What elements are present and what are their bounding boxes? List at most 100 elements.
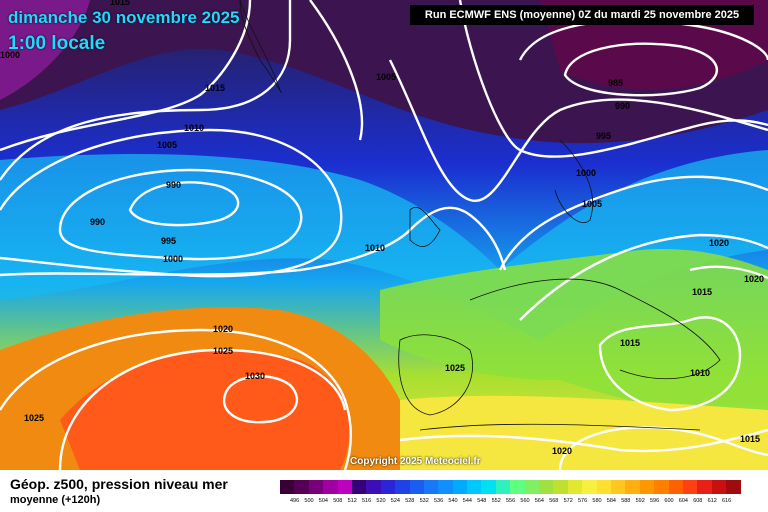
color-scale-label: 572 <box>563 498 573 504</box>
green-band <box>380 249 768 420</box>
color-scale-swatch <box>553 480 568 494</box>
isobar-label: 1010 <box>184 123 204 133</box>
isobar-label: 1020 <box>744 274 764 284</box>
color-scale-label: 600 <box>664 498 674 504</box>
color-scale-swatch <box>596 480 611 494</box>
isobar-line <box>58 348 347 470</box>
isobar-line <box>128 181 240 227</box>
scandinavia-coast <box>554 139 594 223</box>
color-scale-label: 608 <box>693 498 703 504</box>
color-scale-label: 512 <box>347 498 357 504</box>
isobar-line <box>58 168 303 261</box>
isobar-label: 1010 <box>690 368 710 378</box>
color-scale-swatch <box>337 480 352 494</box>
isobar-label: 1015 <box>692 287 712 297</box>
color-scale-label: 552 <box>491 498 501 504</box>
isobar-label: 995 <box>161 236 176 246</box>
isobar-label: 990 <box>615 101 630 111</box>
isobar-line <box>598 316 742 412</box>
isobar-label: 995 <box>596 131 611 141</box>
isobar-line <box>689 265 768 280</box>
color-scale-swatch <box>726 480 741 494</box>
color-scale-label: 508 <box>333 498 343 504</box>
color-scale-swatch <box>625 480 640 494</box>
isobar-label: 990 <box>166 180 181 190</box>
isobar-line <box>0 128 343 278</box>
color-scale-label: 528 <box>405 498 415 504</box>
color-scale-swatch <box>481 480 496 494</box>
parameter-subtitle: moyenne (+120h) <box>10 494 101 506</box>
red-band <box>60 350 350 470</box>
weather-map: 1015 1000 1015 1005 985 990 1010 1005 99… <box>0 0 768 470</box>
deep-low-band <box>0 0 90 100</box>
isobar-label: 1020 <box>709 238 729 248</box>
isobar-label: 1015 <box>110 0 130 7</box>
color-scale-swatch <box>654 480 669 494</box>
isobar-line <box>0 0 252 152</box>
color-scale-label: 596 <box>650 498 660 504</box>
isobar-lines <box>0 0 768 470</box>
color-scale-swatch <box>524 480 540 494</box>
color-scale-label: 548 <box>477 498 487 504</box>
color-scale-label: 532 <box>419 498 429 504</box>
color-scale-swatch <box>682 480 698 494</box>
color-scale-swatch <box>495 480 511 494</box>
color-scale-label: 544 <box>462 498 472 504</box>
isobar-label: 1020 <box>213 324 233 334</box>
color-scale-label: 588 <box>621 498 631 504</box>
isobar-label: 1015 <box>205 83 225 93</box>
isobar-line <box>399 428 768 453</box>
isobar-line <box>519 233 768 321</box>
isobar-line <box>0 0 292 181</box>
isobar-label: 1005 <box>157 140 177 150</box>
color-scale-label: 504 <box>318 498 328 504</box>
color-scale-label: 520 <box>376 498 386 504</box>
color-scale-swatch <box>610 480 626 494</box>
iberia-coast <box>398 334 473 416</box>
isobar-label: 985 <box>608 78 623 88</box>
color-scale-swatch <box>467 480 482 494</box>
color-scale-swatch <box>395 480 410 494</box>
isobar-label: 1015 <box>740 434 760 444</box>
color-scale-label: 592 <box>635 498 645 504</box>
forecast-time: 1:00 locale <box>8 33 106 54</box>
isobar-label: 990 <box>90 217 105 227</box>
color-scale-swatch <box>366 480 381 494</box>
color-scale-label: 576 <box>578 498 588 504</box>
color-scale-swatch <box>697 480 712 494</box>
isobar-line <box>0 206 507 277</box>
color-scale-label: 584 <box>606 498 616 504</box>
color-scale-swatch <box>308 480 324 494</box>
isobar-line <box>558 426 768 470</box>
isobar-line <box>388 59 768 202</box>
isobar-label: 1000 <box>163 254 183 264</box>
color-scale-label: 604 <box>678 498 688 504</box>
coastlines <box>239 0 721 431</box>
color-scale-swatch <box>539 480 554 494</box>
isobar-label: 1000 <box>576 168 596 178</box>
color-scale-labels: 496 500 504 508 512 516 520 524 528 532 536 540 544 5… <box>280 498 746 508</box>
color-scale-bar <box>280 480 741 494</box>
greenland-coast <box>239 0 282 93</box>
british-isles-coast <box>409 207 441 247</box>
isobar-label: 1030 <box>245 371 265 381</box>
forecast-date: dimanche 30 novembre 2025 <box>8 8 240 27</box>
north-africa-coast <box>419 423 701 431</box>
color-scale-swatch <box>280 480 295 494</box>
copyright-text: Copyright 2025 Meteociel.fr <box>350 456 481 467</box>
color-scale-label: 540 <box>448 498 458 504</box>
isobar-label: 1020 <box>552 446 572 456</box>
color-scale-label: 524 <box>390 498 400 504</box>
color-scale-swatch <box>423 480 439 494</box>
color-scale-label: 560 <box>520 498 530 504</box>
isobar-label: 1025 <box>213 346 233 356</box>
color-scale-swatch <box>351 480 367 494</box>
isobar-label: 1015 <box>620 338 640 348</box>
color-scale-swatch <box>323 480 338 494</box>
color-scale-swatch <box>409 480 424 494</box>
isobar-label: 1025 <box>445 363 465 373</box>
isobar-label: 1005 <box>582 199 602 209</box>
color-scale-label: 516 <box>362 498 372 504</box>
color-scale-label: 500 <box>304 498 314 504</box>
